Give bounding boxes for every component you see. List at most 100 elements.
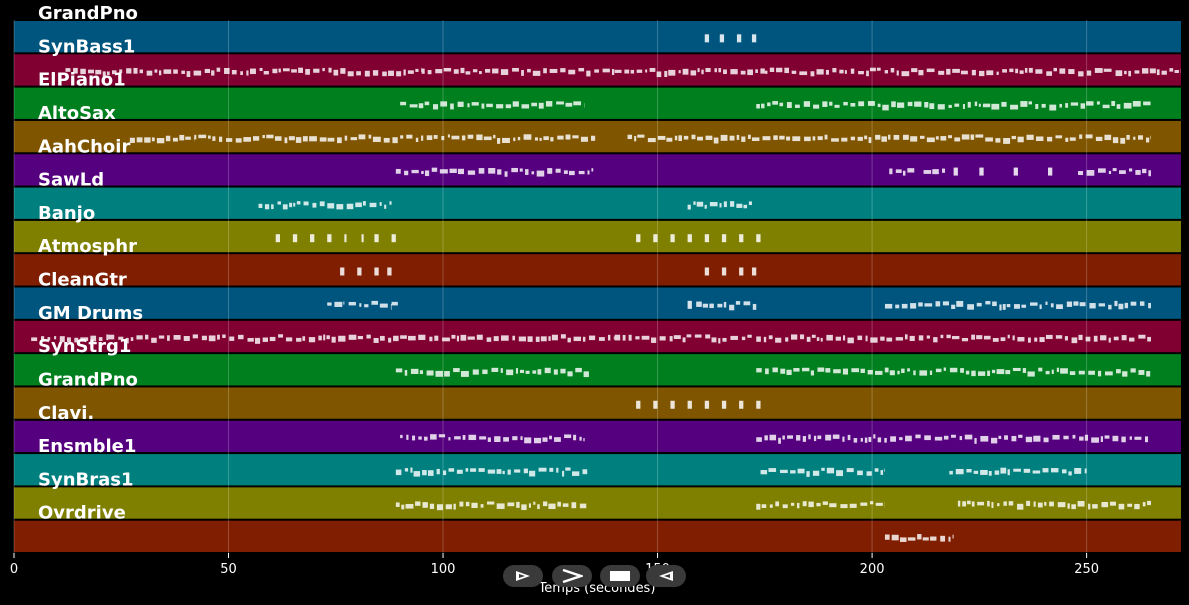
note-mark [949, 367, 958, 373]
note-mark [173, 335, 181, 340]
play-button[interactable] [503, 565, 543, 587]
note-mark [404, 468, 409, 472]
note-mark [1072, 434, 1076, 439]
note-mark [436, 504, 444, 511]
note-mark [550, 137, 554, 142]
note-mark [711, 337, 717, 343]
note-mark [929, 103, 935, 110]
note-mark [350, 137, 358, 141]
note-mark [379, 202, 382, 206]
note-mark [935, 136, 939, 140]
note-mark [882, 104, 889, 111]
note-mark [1019, 70, 1024, 74]
note-mark [512, 436, 518, 441]
note-mark [877, 103, 881, 108]
note-mark [336, 204, 344, 210]
note-mark [821, 467, 825, 471]
stop-button[interactable] [600, 565, 640, 587]
note-mark [817, 367, 825, 372]
note-mark [1025, 436, 1033, 443]
note-mark [875, 370, 883, 375]
note-mark [395, 168, 401, 174]
note-segment [361, 234, 364, 243]
note-mark [979, 70, 985, 77]
track-band [14, 354, 1181, 386]
note-mark [816, 502, 821, 507]
note-mark [1012, 367, 1021, 372]
note-segment [751, 134, 1151, 144]
note-mark [736, 134, 740, 140]
note-mark [696, 301, 702, 307]
note-mark [571, 502, 577, 509]
note-mark [494, 436, 501, 443]
note-mark [445, 504, 452, 510]
note-segment [391, 234, 396, 243]
note-mark [905, 435, 912, 442]
note-mark [556, 101, 564, 105]
note-mark [924, 303, 933, 307]
note-mark [154, 69, 158, 73]
note-mark [763, 336, 767, 343]
note-mark [486, 103, 493, 108]
note-mark [835, 336, 842, 341]
note-mark [911, 68, 918, 73]
note-segment [704, 34, 710, 43]
note-mark [426, 370, 434, 376]
note-mark [181, 70, 185, 75]
note-mark [1114, 300, 1118, 307]
note-mark [484, 69, 491, 73]
note-mark [948, 135, 952, 139]
note-mark [889, 370, 895, 376]
note-segment [670, 234, 675, 243]
note-mark [976, 302, 982, 307]
note-segment [756, 100, 1151, 111]
note-mark [687, 234, 692, 243]
note-mark [682, 68, 689, 75]
note-mark [822, 501, 828, 505]
note-segment [751, 267, 757, 276]
note-mark [505, 104, 512, 109]
note-mark [799, 71, 808, 76]
note-mark [562, 503, 569, 507]
note-mark [418, 103, 424, 109]
note-mark [1039, 337, 1045, 343]
note-mark [472, 69, 478, 73]
note-mark [971, 69, 976, 76]
note-mark [139, 69, 144, 74]
forward-button[interactable] [552, 565, 592, 587]
track-band [14, 154, 1181, 186]
note-mark [310, 234, 315, 243]
note-mark [1055, 335, 1063, 339]
note-mark [457, 168, 465, 175]
note-mark [1091, 437, 1099, 443]
note-mark [967, 101, 971, 108]
note-mark [645, 69, 648, 73]
note-mark [635, 336, 640, 340]
note-mark [435, 370, 443, 377]
note-mark [740, 70, 746, 75]
note-mark [278, 334, 284, 338]
note-mark [1028, 67, 1033, 73]
note-mark [238, 334, 244, 340]
note-mark [1007, 334, 1010, 339]
note-mark [977, 501, 985, 506]
track-band [14, 520, 1181, 552]
note-mark [647, 137, 656, 143]
note-segment [395, 367, 589, 378]
note-mark [980, 435, 989, 442]
note-mark [433, 135, 438, 139]
note-mark [797, 468, 805, 474]
back-button[interactable] [646, 565, 686, 587]
note-segment [614, 67, 765, 78]
note-mark [502, 137, 510, 144]
note-mark [832, 434, 840, 439]
note-mark [1139, 301, 1145, 306]
note-segment [1047, 167, 1053, 176]
note-mark [739, 267, 744, 276]
note-mark [1142, 502, 1146, 507]
note-mark [450, 103, 454, 110]
note-mark [491, 367, 499, 372]
note-mark [653, 400, 658, 409]
note-segment [1078, 168, 1151, 177]
note-mark [720, 134, 728, 141]
